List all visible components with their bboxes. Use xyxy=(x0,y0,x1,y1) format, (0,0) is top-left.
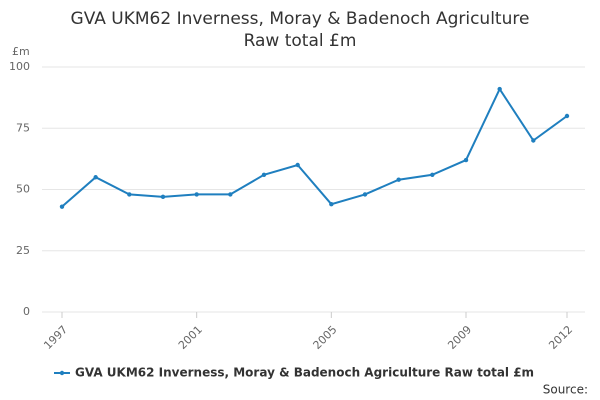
source: Source: xyxy=(543,383,588,397)
y-tick-label: 50 xyxy=(16,183,30,196)
point xyxy=(194,192,199,197)
point xyxy=(329,202,334,207)
legend-marker xyxy=(59,370,65,376)
y-tick-label: 0 xyxy=(23,305,30,318)
point xyxy=(430,172,435,177)
point xyxy=(497,86,502,92)
point xyxy=(295,162,300,168)
x-tick-label: 2005 xyxy=(311,323,340,352)
point xyxy=(59,204,65,209)
y-axis-label: £m xyxy=(12,45,30,58)
point xyxy=(127,192,132,197)
y-tick-label: 25 xyxy=(16,244,30,257)
point xyxy=(228,192,233,197)
point xyxy=(93,175,98,180)
point xyxy=(531,138,536,143)
point xyxy=(261,172,267,177)
line xyxy=(61,87,568,208)
chart-title: GVA UKM62 Inverness, Moray & Badenoch Ag… xyxy=(70,9,530,51)
y-tick-label: 75 xyxy=(16,121,30,134)
point xyxy=(564,113,570,119)
x-tick-label: 2001 xyxy=(176,323,205,352)
x-tick-label: 2012 xyxy=(546,323,575,352)
point xyxy=(362,192,368,197)
point xyxy=(463,157,469,163)
x-tick-label: 1997 xyxy=(41,323,70,352)
legend-label: GVA UKM62 Inverness, Moray & Badenoch Ag… xyxy=(75,366,534,380)
y-tick-label: 100 xyxy=(9,60,30,73)
x-tick-label: 2009 xyxy=(445,323,474,352)
point xyxy=(396,177,401,182)
point xyxy=(160,194,166,200)
